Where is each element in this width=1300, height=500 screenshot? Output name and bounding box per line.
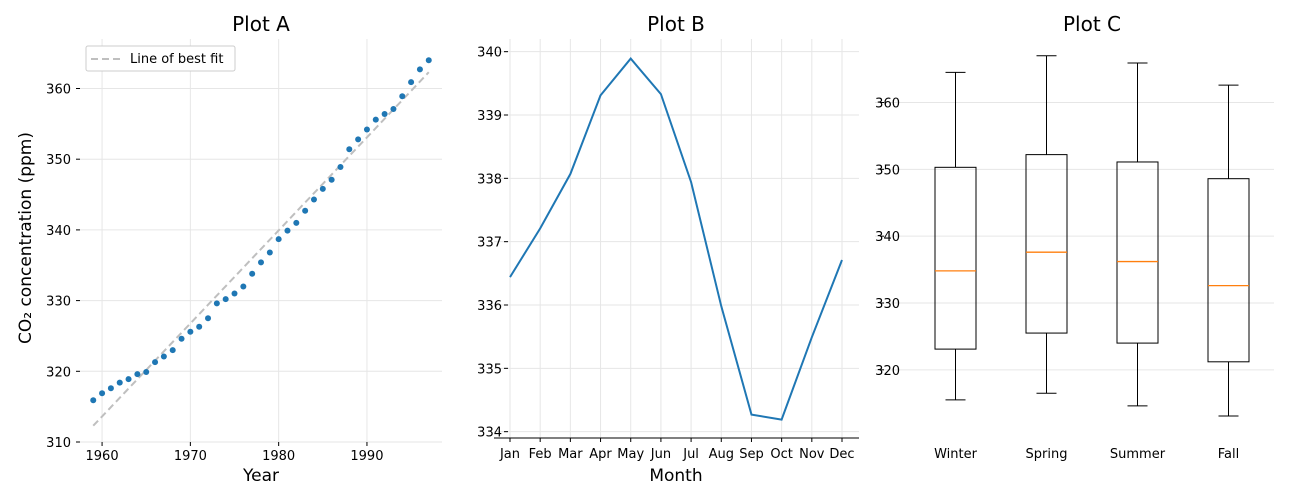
plot-a-data-point	[266, 249, 273, 256]
plot-a-data-point	[408, 79, 415, 86]
plot-a-data-point	[231, 290, 238, 297]
legend-frame	[85, 45, 236, 72]
plot-a-data-point	[346, 146, 353, 153]
plot-a-data-point	[169, 347, 176, 354]
plot-a-data-point	[258, 259, 264, 266]
plot-a-y-tick-label: 330	[46, 295, 71, 310]
plot-a-data-point	[284, 227, 291, 234]
plot-a-data-point	[310, 196, 317, 203]
plot-a-data-point	[116, 379, 123, 386]
plot-b-y-tick-label: 338	[477, 172, 502, 187]
plot-a-y-axis-label: CO₂ concentration (ppm)	[16, 132, 36, 344]
plot-c-y-tick-label: 330	[875, 297, 900, 312]
plot-c-title: Plot C	[1063, 12, 1121, 36]
plot-a-data-point	[249, 270, 256, 277]
plot-a-data-point	[363, 126, 370, 133]
plot-a-data-point	[187, 328, 194, 335]
plot-a-data-point	[240, 283, 247, 290]
plot-b-x-tick-label: Mar	[558, 447, 583, 462]
plot-b-x-tick-label: Apr	[589, 447, 612, 462]
plot-b-x-tick-label: Nov	[799, 447, 825, 462]
legend-label-line-of-best-fit: Line of best fit	[130, 52, 223, 67]
box-iqr-spring	[1025, 154, 1068, 334]
plot-a-data-point	[328, 176, 335, 183]
plot-b-y-tick-label: 340	[477, 46, 502, 61]
plot-a-data-point	[134, 371, 141, 378]
plot-a-data-point	[152, 359, 159, 366]
plot-b-x-tick-label: Sep	[739, 447, 764, 462]
plot-a-x-tick-label: 1990	[350, 449, 383, 464]
plot-a-y-tick-label: 360	[46, 82, 71, 97]
plot-b-y-tick-label: 337	[477, 236, 502, 251]
box-iqr-fall	[1207, 178, 1250, 363]
plot-c-y-tick-label: 350	[875, 163, 900, 178]
plot-b-x-tick-label: Dec	[829, 447, 854, 462]
plot-a-data-point	[90, 397, 97, 404]
plot-b-x-tick-label: Jun	[650, 447, 671, 462]
plot-c-y-tick-label: 360	[875, 96, 900, 111]
plot-a-x-axis-label: Year	[242, 466, 279, 486]
plot-a-data-point	[213, 300, 220, 307]
plot-a-data-point	[99, 390, 106, 397]
plot-a-data-point	[416, 66, 423, 73]
plot-b-x-tick-label: May	[617, 447, 644, 462]
plot-b-title: Plot B	[647, 12, 705, 36]
plot-b-x-tick-label: Feb	[529, 447, 552, 462]
plot-c-x-tick-label: Summer	[1110, 447, 1166, 462]
plot-a-x-tick-label: 1960	[86, 449, 119, 464]
plot-a-title: Plot A	[232, 12, 290, 36]
plot-a-data-point	[196, 323, 203, 330]
plot-b-x-tick-label: Oct	[770, 447, 792, 462]
plot-a-data-point	[205, 315, 212, 322]
plot-a-data-point	[143, 369, 150, 376]
plot-a-data-point	[390, 105, 397, 112]
plot-b-y-tick-label: 339	[477, 109, 502, 124]
plot-a-data-point	[372, 116, 379, 123]
plot-a-y-tick-label: 310	[46, 436, 71, 451]
plot-a-y-tick-label: 350	[46, 153, 71, 168]
box-iqr-winter	[934, 166, 977, 350]
plot-c-x-tick-label: Fall	[1218, 447, 1239, 462]
plot-a-data-point	[222, 296, 229, 303]
plot-a-data-point	[337, 163, 344, 170]
plot-a-data-point	[425, 57, 432, 64]
plot-c-y-tick-label: 320	[875, 364, 900, 379]
box-iqr-summer	[1116, 161, 1159, 344]
plot-c-x-tick-label: Spring	[1026, 447, 1068, 462]
plot-a-data-point	[355, 136, 362, 143]
plot-c-y-tick-label: 340	[875, 230, 900, 245]
plot-a-data-point	[107, 385, 114, 392]
plot-a-data-point	[275, 236, 282, 243]
plot-a-data-point	[178, 335, 185, 342]
plot-c: Plot C 320 330 340 350 360 Winter Spring Summer…	[875, 12, 1274, 462]
plot-a-fit-line	[92, 71, 430, 427]
plot-a-y-tick-label: 340	[46, 224, 71, 239]
plot-b-x-tick-label: Jan	[499, 447, 520, 462]
plot-b-x-axis-label: Month	[649, 466, 702, 486]
plot-b-y-tick-label: 336	[477, 299, 502, 314]
plot-b-series-line	[509, 57, 843, 421]
plot-a: Plot A 1960 1970 1980 1990 310 320 330 340 350 36…	[16, 12, 442, 486]
plot-b-y-tick-label: 335	[477, 362, 502, 377]
plot-b-x-tick-label: Jul	[682, 447, 699, 462]
plot-a-legend: Line of best fit	[85, 45, 236, 72]
plot-a-data-point	[293, 219, 300, 226]
plot-c-x-tick-label: Winter	[934, 447, 978, 462]
plot-a-x-tick-label: 1970	[174, 449, 207, 464]
plot-a-data-point	[381, 110, 388, 117]
plot-a-x-tick-label: 1980	[262, 449, 295, 464]
plot-b: Plot B Jan Feb Mar Apr May Jun Jul Aug Sep Oct Nov…	[477, 12, 859, 486]
plot-b-y-tick-label: 334	[477, 426, 502, 441]
plot-a-data-point	[302, 207, 309, 214]
plot-a-data-point	[125, 376, 132, 383]
plot-b-x-tick-label: Aug	[709, 447, 734, 462]
plot-a-data-point	[319, 185, 326, 192]
plot-a-data-point	[160, 353, 167, 360]
plot-a-y-tick-label: 320	[46, 365, 71, 380]
plot-a-data-point	[399, 93, 406, 100]
